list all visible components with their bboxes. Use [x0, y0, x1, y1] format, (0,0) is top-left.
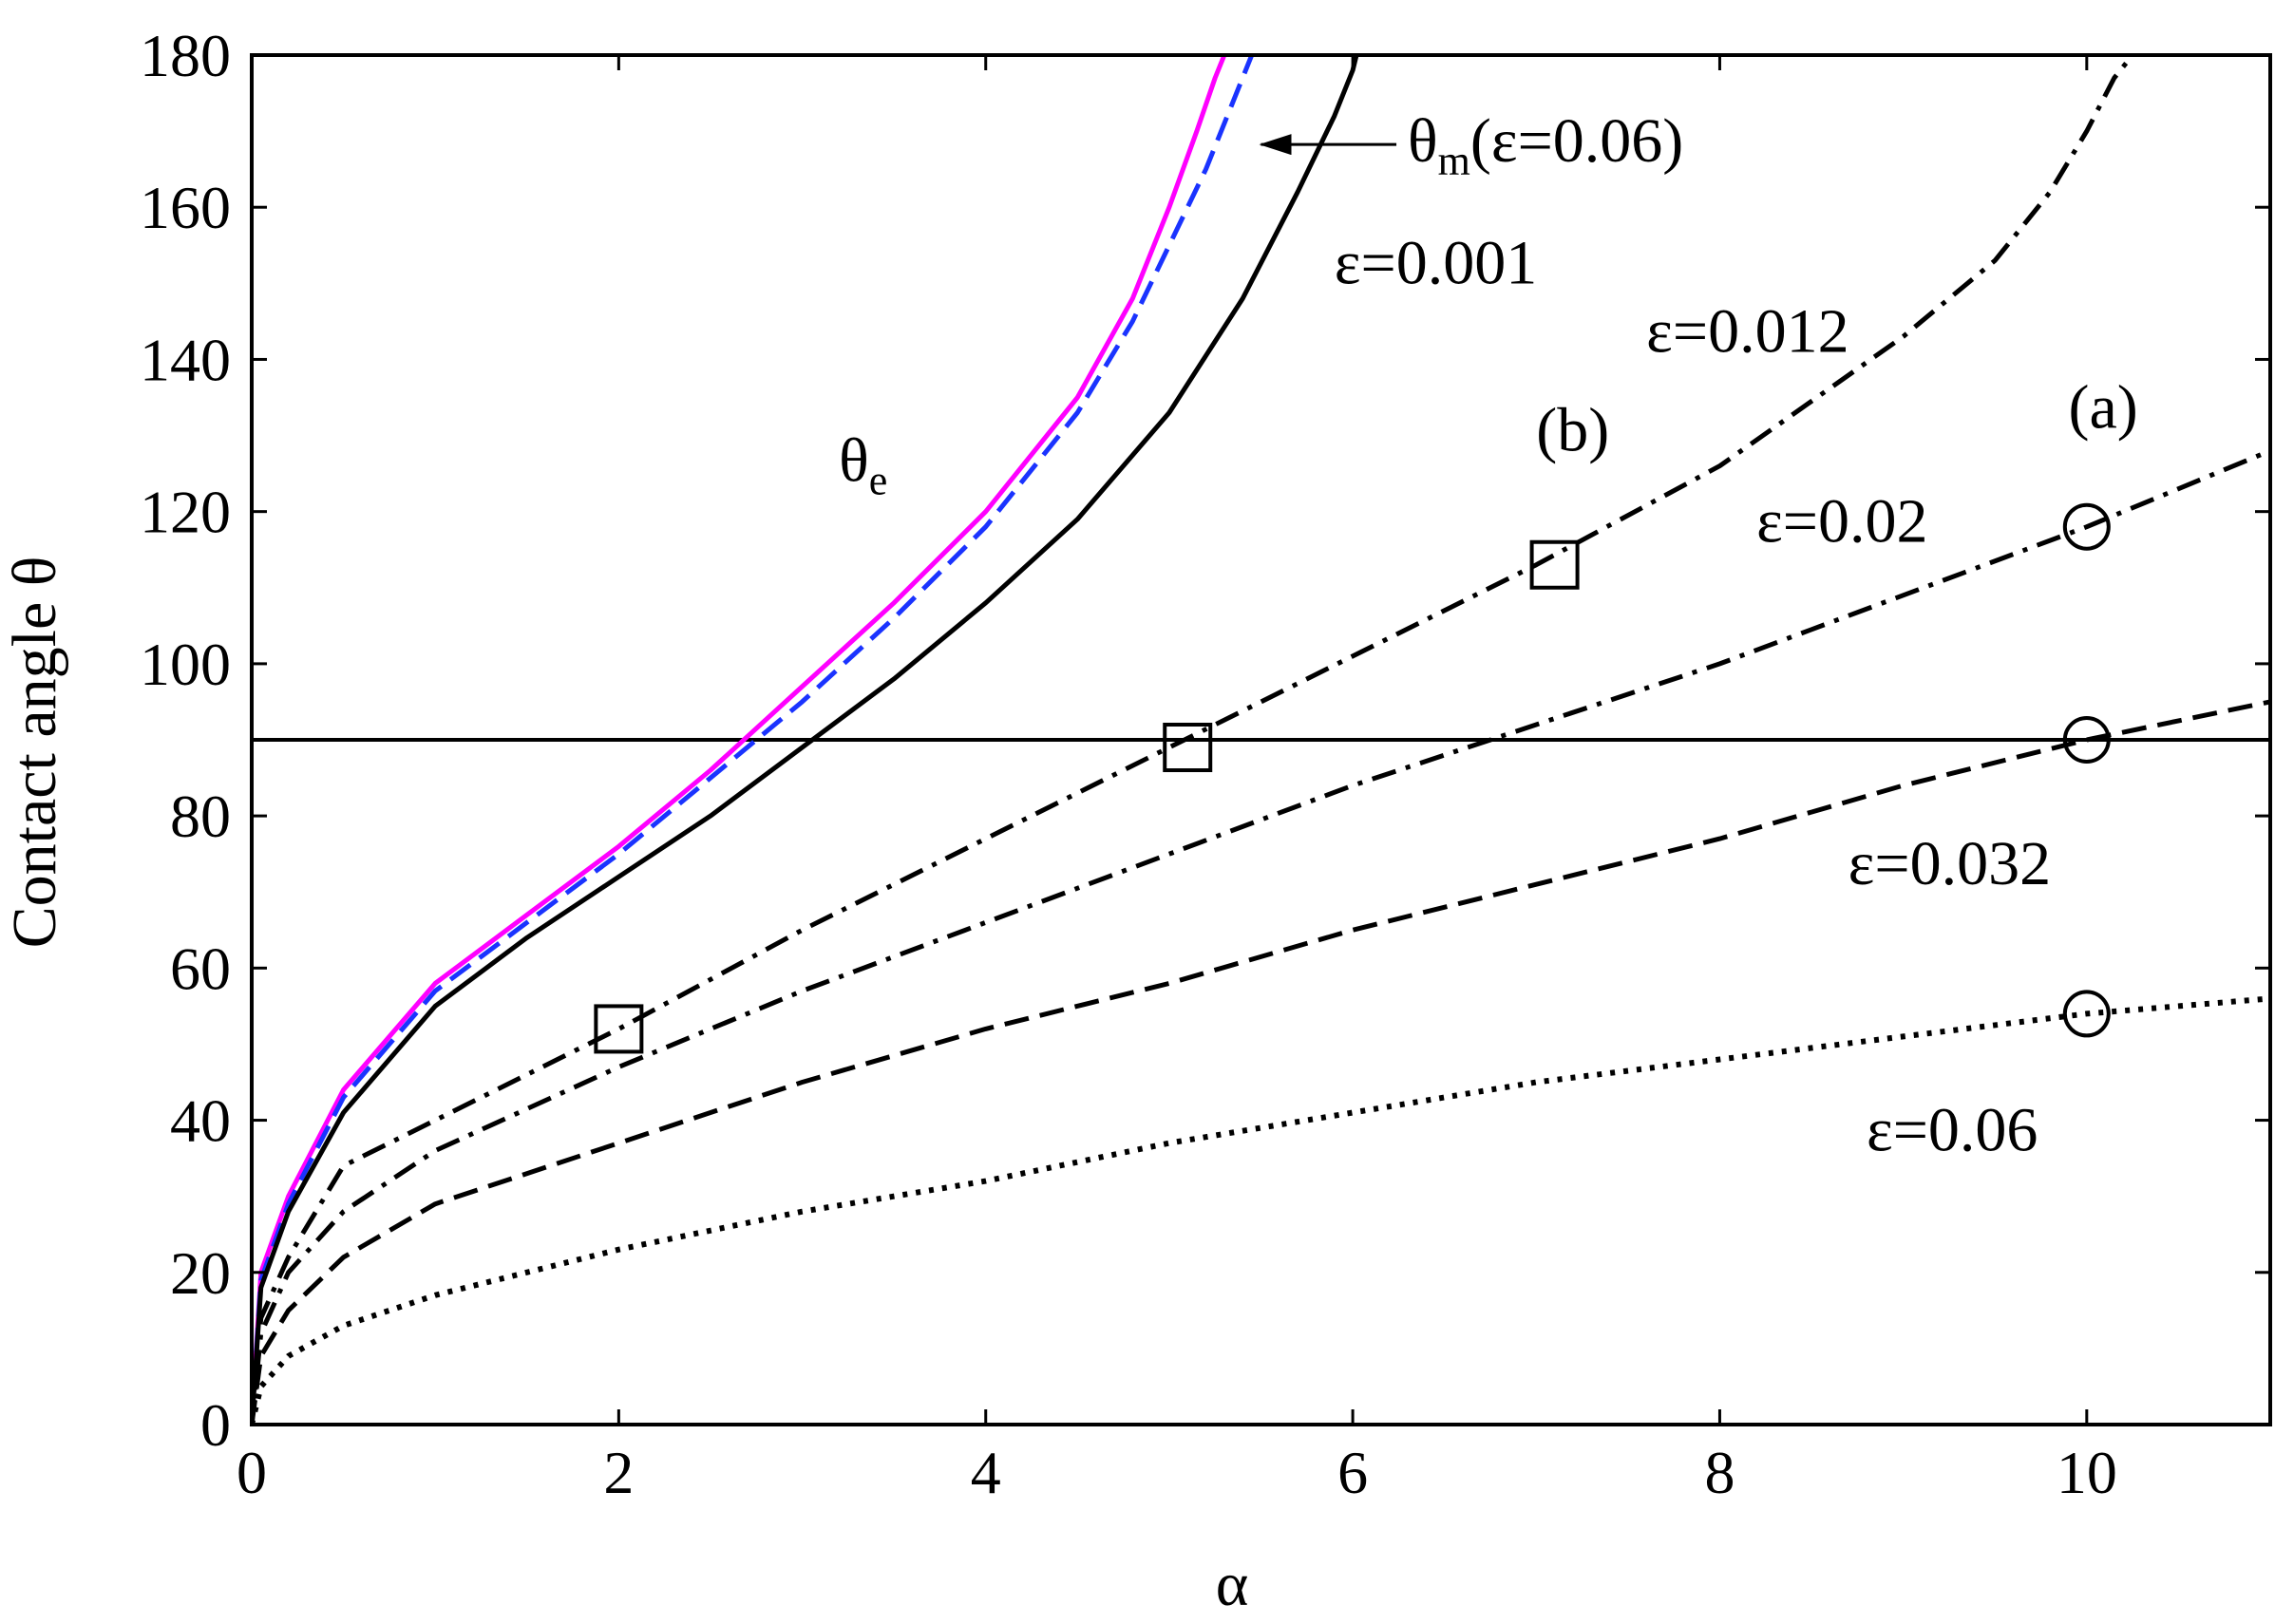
series-line-6	[252, 699, 2270, 1425]
x-tick-label: 6	[1337, 1439, 1368, 1506]
y-tick-label: 40	[170, 1087, 231, 1155]
x-axis-title: α	[1216, 1550, 1249, 1619]
annotation-label-2: ε=0.001	[1335, 228, 1537, 297]
y-tick-label: 160	[140, 174, 231, 241]
plot-frame	[250, 53, 2272, 1426]
y-tick-label: 100	[140, 631, 231, 698]
square-marker-1	[594, 1004, 644, 1054]
plot-content	[252, 55, 2270, 1425]
series-line-3	[252, 55, 1359, 1425]
circle-marker-2	[2062, 716, 2111, 764]
y-tick-label: 20	[170, 1239, 231, 1307]
circle-marker-1	[2062, 502, 2111, 551]
y-tick-label: 60	[170, 935, 231, 1002]
series-line-2	[252, 55, 1255, 1425]
x-tick-label: 2	[603, 1439, 634, 1506]
annotation-label-8: ε=0.032	[1848, 829, 2051, 898]
annotation-label-5: (b)	[1536, 396, 1609, 465]
y-tick-label: 180	[140, 22, 231, 89]
y-tick-label: 140	[140, 326, 231, 393]
x-tick-label: 0	[237, 1439, 267, 1506]
square-marker-2	[1163, 723, 1213, 773]
circle-marker-3	[2062, 990, 2111, 1038]
y-tick-label: 120	[140, 479, 231, 546]
annotation-label-1: θm(ε=0.06)	[1408, 106, 1683, 184]
y-axis-title: Contact angle θ	[0, 557, 69, 949]
series-line-5	[252, 448, 2270, 1425]
y-tick-label: 80	[170, 783, 231, 850]
x-tick-label: 4	[971, 1439, 1001, 1506]
x-tick-label: 8	[1704, 1439, 1735, 1506]
annotations: θm(ε=0.06) ε=0.001 ε=0.012 θe (b) (a) ε=0.02 ε=…	[839, 106, 2138, 1164]
square-marker-3	[1529, 539, 1580, 590]
series-line-7	[252, 995, 2270, 1425]
annotation-label-7: ε=0.02	[1756, 487, 1927, 557]
annotation-label-3: ε=0.012	[1646, 296, 1848, 366]
annotation-label-9: ε=0.06	[1867, 1096, 2038, 1165]
y-tick-label: 0	[200, 1391, 231, 1459]
series-line-1	[252, 55, 1227, 1425]
annotation-label-6: (a)	[2069, 373, 2138, 443]
x-tick-label: 10	[2057, 1439, 2117, 1506]
annotation-label-4: θe	[839, 426, 887, 504]
